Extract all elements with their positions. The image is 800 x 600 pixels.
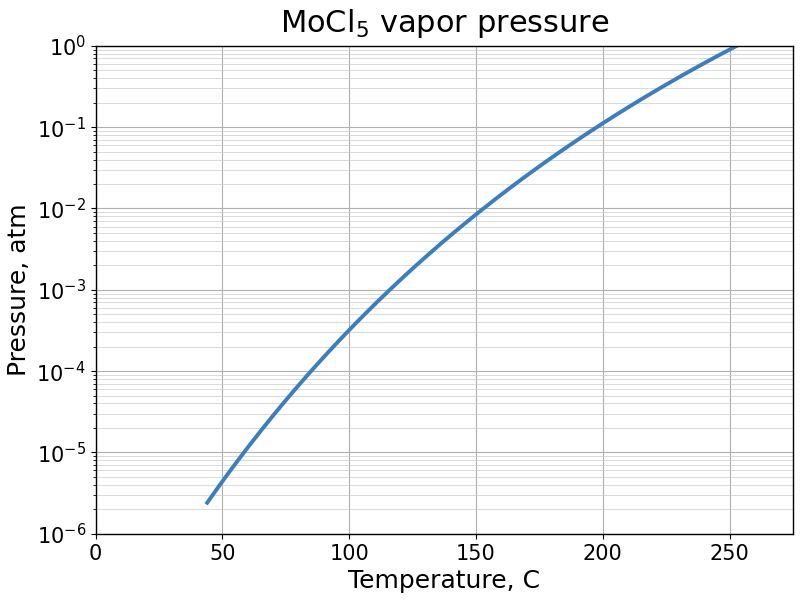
- Title: MoCl$_5$ vapor pressure: MoCl$_5$ vapor pressure: [279, 7, 609, 40]
- Y-axis label: Pressure, atm: Pressure, atm: [7, 203, 31, 376]
- X-axis label: Temperature, C: Temperature, C: [348, 569, 540, 593]
